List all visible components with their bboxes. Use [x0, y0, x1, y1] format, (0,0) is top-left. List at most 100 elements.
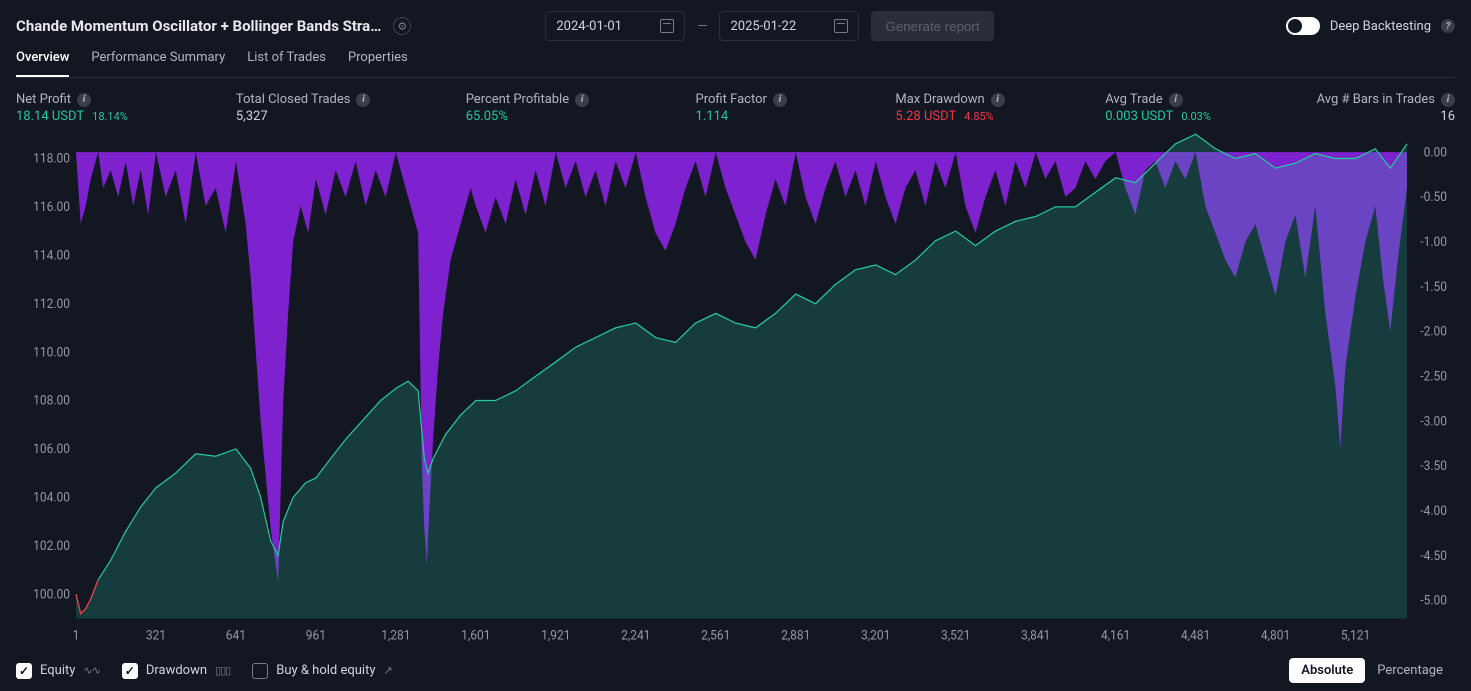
- stat-value: 0.003 USDT 0.03%: [1105, 109, 1315, 124]
- absolute-button[interactable]: Absolute: [1289, 658, 1365, 683]
- svg-text:114.00: 114.00: [33, 249, 70, 263]
- stat-label: Avg Trade i: [1105, 92, 1315, 107]
- info-icon[interactable]: i: [773, 93, 787, 107]
- svg-text:4,481: 4,481: [1181, 629, 1210, 643]
- svg-text:3,841: 3,841: [1021, 629, 1050, 643]
- info-icon[interactable]: i: [356, 93, 370, 107]
- svg-text:3,521: 3,521: [941, 629, 970, 643]
- stat-label-text: Profit Factor: [696, 92, 767, 107]
- equity-checkbox[interactable]: ✓ Equity ∿∿: [16, 663, 100, 679]
- svg-text:104.00: 104.00: [33, 491, 70, 505]
- stat-label-text: Percent Profitable: [466, 92, 569, 107]
- stat-pct-text: 4.85%: [964, 110, 994, 123]
- svg-text:2,881: 2,881: [781, 629, 810, 643]
- strategy-title: Chande Momentum Oscillator + Bollinger B…: [16, 17, 381, 35]
- stat-net_profit: Net Profiti18.14 USDT18.14%: [16, 92, 236, 124]
- svg-text:961: 961: [306, 629, 326, 643]
- buyhold-checkbox[interactable]: Buy & hold equity ↗: [252, 663, 391, 679]
- date-to-input[interactable]: 2025-01-22: [719, 11, 859, 41]
- stats-row: Net Profiti18.14 USDT18.14%Total Closed …: [16, 78, 1455, 130]
- info-icon[interactable]: i: [77, 93, 91, 107]
- svg-text:3,201: 3,201: [861, 629, 890, 643]
- stat-max_dd: Max Drawdown i 5.28 USDT 4.85%: [895, 92, 1105, 124]
- svg-text:1,601: 1,601: [461, 629, 490, 643]
- checkbox-icon: [252, 663, 268, 679]
- svg-text:5,121: 5,121: [1341, 629, 1370, 643]
- stat-label: Percent Profitable i: [466, 92, 696, 107]
- tab-list-of-trades[interactable]: List of Trades: [247, 50, 326, 77]
- drawdown-checkbox[interactable]: ✓ Drawdown ▯▯▯: [122, 663, 230, 679]
- svg-text:-4.00: -4.00: [1420, 505, 1447, 519]
- svg-text:0.00: 0.00: [1424, 146, 1447, 160]
- svg-text:1,281: 1,281: [381, 629, 410, 643]
- svg-text:106.00: 106.00: [33, 443, 70, 457]
- svg-text:-4.50: -4.50: [1420, 550, 1447, 564]
- svg-text:100.00: 100.00: [33, 588, 70, 602]
- tab-performance-summary[interactable]: Performance Summary: [91, 50, 225, 77]
- stat-percent_profitable: Percent Profitable i 65.05%: [466, 92, 696, 124]
- checkbox-icon: ✓: [122, 663, 138, 679]
- stat-label: Profit Factor i: [696, 92, 896, 107]
- svg-text:108.00: 108.00: [33, 394, 70, 408]
- stat-label-text: Net Profit: [16, 92, 71, 107]
- info-icon[interactable]: i: [575, 93, 589, 107]
- calendar-icon: [660, 19, 674, 33]
- drawdown-label: Drawdown: [146, 663, 207, 678]
- scale-segmented: Absolute Percentage: [1289, 658, 1455, 683]
- stat-profit_factor: Profit Factor i 1.114: [696, 92, 896, 124]
- stat-label-text: Avg Trade: [1105, 92, 1162, 107]
- stat-value-text: 65.05%: [466, 109, 508, 124]
- stat-label-text: Total Closed Trades: [236, 92, 351, 107]
- stat-label: Net Profit i: [16, 92, 236, 107]
- buyhold-spark-icon: ↗: [383, 664, 391, 677]
- svg-text:102.00: 102.00: [33, 540, 70, 554]
- checkbox-icon: ✓: [16, 663, 32, 679]
- percentage-button[interactable]: Percentage: [1365, 658, 1455, 683]
- stat-pct-text: 18.14%: [92, 110, 128, 123]
- svg-text:4,801: 4,801: [1261, 629, 1290, 643]
- svg-text:4,161: 4,161: [1101, 629, 1130, 643]
- buyhold-label: Buy & hold equity: [276, 663, 375, 678]
- svg-text:2,241: 2,241: [621, 629, 650, 643]
- stat-pct-text: 0.03%: [1181, 110, 1211, 123]
- drawdown-spark-icon: ▯▯▯: [215, 664, 230, 677]
- info-icon[interactable]: i: [1441, 93, 1455, 107]
- svg-text:321: 321: [146, 629, 166, 643]
- svg-text:-3.00: -3.00: [1420, 415, 1447, 429]
- stat-value: 5,327: [236, 109, 466, 124]
- equity-spark-icon: ∿∿: [83, 664, 99, 677]
- stat-label-text: Avg # Bars in Trades: [1317, 92, 1435, 107]
- svg-text:118.00: 118.00: [33, 152, 70, 166]
- stat-value: 5.28 USDT 4.85%: [895, 109, 1105, 124]
- stat-value: 65.05%: [466, 109, 696, 124]
- generate-report-button[interactable]: Generate report: [871, 11, 993, 41]
- info-icon[interactable]: i: [1169, 93, 1183, 107]
- chart-main[interactable]: 100.00 102.00 104.00 106.00 108.00 110.00 112.…: [16, 130, 1455, 648]
- tab-overview[interactable]: Overview: [16, 50, 69, 77]
- stat-value: 1.114: [696, 109, 896, 124]
- stat-value-text: 5.28 USDT: [895, 109, 956, 124]
- stat-value: 16: [1315, 109, 1455, 124]
- svg-text:-1.00: -1.00: [1420, 236, 1447, 250]
- stat-label: Max Drawdown i: [895, 92, 1105, 107]
- equity-label: Equity: [40, 663, 75, 678]
- help-icon[interactable]: ?: [1441, 19, 1455, 33]
- date-dash: —: [697, 19, 707, 34]
- deep-backtesting-toggle[interactable]: [1286, 17, 1320, 35]
- svg-text:112.00: 112.00: [33, 298, 70, 312]
- svg-text:110.00: 110.00: [33, 346, 70, 360]
- footer-row: ✓ Equity ∿∿ ✓ Drawdown ▯▯▯ Buy & hold eq…: [16, 648, 1455, 683]
- date-to-text: 2025-01-22: [730, 19, 796, 34]
- svg-text:1,921: 1,921: [541, 629, 570, 643]
- stat-label: Avg # Bars in Trades i: [1315, 92, 1455, 107]
- settings-icon[interactable]: ⚙: [393, 17, 411, 35]
- strategy-tester-panel: Chande Momentum Oscillator + Bollinger B…: [0, 0, 1471, 691]
- chart-area: 100.00 102.00 104.00 106.00 108.00 110.00 112.…: [16, 130, 1455, 648]
- stat-label-text: Max Drawdown: [895, 92, 984, 107]
- tab-properties[interactable]: Properties: [348, 50, 408, 77]
- stat-value-text: 0.003 USDT: [1105, 109, 1173, 124]
- svg-text:641: 641: [226, 629, 246, 643]
- date-from-input[interactable]: 2024-01-01: [545, 11, 685, 41]
- info-icon[interactable]: i: [991, 93, 1005, 107]
- stat-avg_bars: Avg # Bars in Trades i 16: [1315, 92, 1455, 124]
